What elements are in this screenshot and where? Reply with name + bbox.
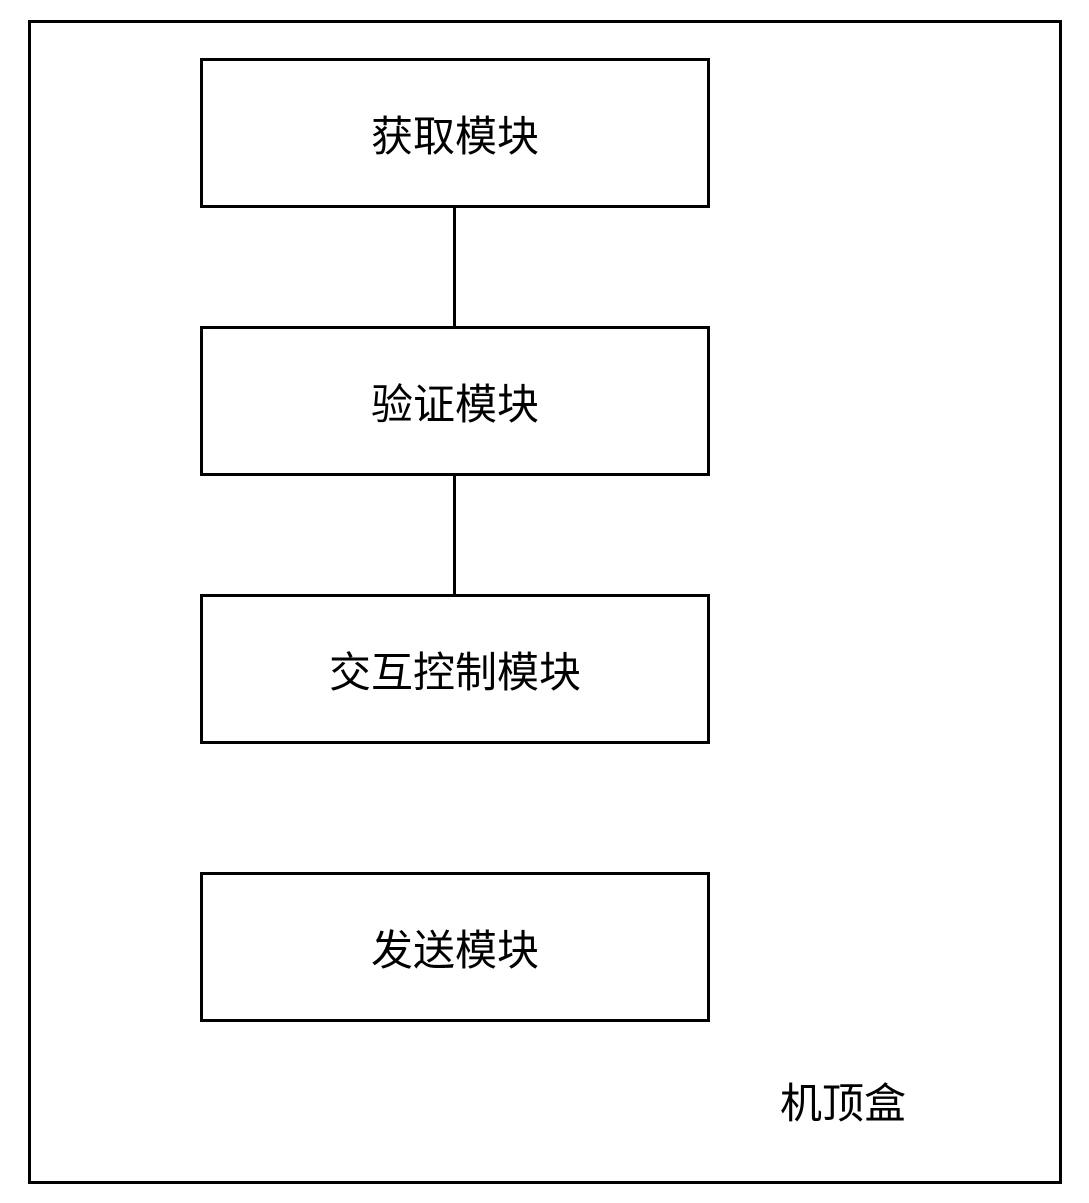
edge-acquire-to-verify xyxy=(453,208,456,326)
node-interact-control-module: 交互控制模块 xyxy=(200,594,710,744)
node-label: 验证模块 xyxy=(371,371,539,432)
caption-text: 机顶盒 xyxy=(780,1082,906,1128)
diagram-caption: 机顶盒 xyxy=(780,1070,906,1131)
node-verify-module: 验证模块 xyxy=(200,326,710,476)
node-label: 交互控制模块 xyxy=(329,639,581,700)
node-send-module: 发送模块 xyxy=(200,872,710,1022)
diagram-canvas: 获取模块 验证模块 交互控制模块 发送模块 机顶盒 xyxy=(0,0,1089,1203)
node-acquire-module: 获取模块 xyxy=(200,58,710,208)
edge-verify-to-interact xyxy=(453,476,456,594)
node-label: 发送模块 xyxy=(371,917,539,978)
node-label: 获取模块 xyxy=(371,103,539,164)
